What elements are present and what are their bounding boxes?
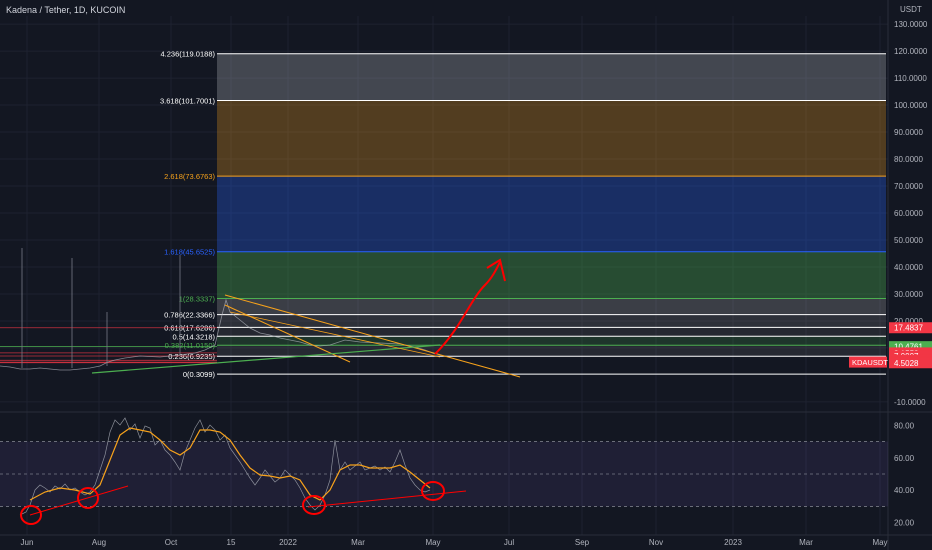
fib-label-0: 4.236(119.0188) <box>161 50 216 59</box>
fib-label-2: 2.618(73.6763) <box>164 172 215 181</box>
fib-zone-9 <box>217 356 886 374</box>
trend-line-orange-1 <box>224 294 521 378</box>
price-tick-13: -10.0000 <box>894 398 926 407</box>
fib-label-1: 3.618(101.7001) <box>160 96 216 105</box>
fib-label-4: 1(28.3337) <box>179 294 216 303</box>
price-badge-bg-1 <box>889 341 932 353</box>
chart-title: Kadena / Tether, 1D, KUCOIN <box>6 5 126 15</box>
price-badge-0: 17.4837 <box>889 322 932 334</box>
rsi-circle-1 <box>20 505 42 525</box>
fib-zone-2 <box>217 176 886 252</box>
price-badge-label-1: 10.4761 <box>894 343 923 352</box>
rsi-tick-1: 60.00 <box>894 454 915 463</box>
rsi-circle-3 <box>302 495 326 515</box>
trend-line-orange-3 <box>229 311 441 358</box>
symbol-badge-bg <box>849 356 887 368</box>
fib-zone-1 <box>217 100 886 177</box>
fib-zone-6 <box>217 327 886 337</box>
price-tick-0: 130.0000 <box>894 20 928 29</box>
rsi-tick-2: 40.00 <box>894 486 915 495</box>
fib-label-3: 1.618(45.6525) <box>164 248 215 257</box>
fib-label-8: 0.382(11.0150) <box>165 341 216 350</box>
time-tick-9: Nov <box>649 538 663 547</box>
price-badge-bg-6 <box>889 357 932 369</box>
time-tick-1: Aug <box>92 538 106 547</box>
time-tick-4: 2022 <box>279 538 297 547</box>
rsi-circle-2 <box>77 487 99 509</box>
price-series <box>0 298 436 371</box>
rsi-tick-3: 20.00 <box>894 519 915 528</box>
fib-zone-0 <box>217 53 886 101</box>
price-tick-6: 70.0000 <box>894 182 923 191</box>
time-tick-12: May <box>872 538 887 547</box>
rsi-trend-line-2 <box>307 490 467 508</box>
price-tick-11: 20.0000 <box>894 317 923 326</box>
fib-zone-4 <box>217 298 886 315</box>
price-badge-label-6: 4.5028 <box>894 359 919 368</box>
fib-label-10: 0(0.3099) <box>183 370 216 379</box>
fib-zone-3 <box>217 251 886 299</box>
price-tick-9: 40.0000 <box>894 263 923 272</box>
time-tick-0: Jun <box>21 538 34 547</box>
rsi-circle-4 <box>421 481 445 501</box>
time-tick-10: 2023 <box>724 538 742 547</box>
time-tick-7: Jul <box>504 538 514 547</box>
trend-line-green <box>91 344 441 374</box>
price-badge-6: 4.5028 <box>889 357 932 369</box>
fib-label-9: 0.236(6.9235) <box>168 352 215 361</box>
time-tick-8: Sep <box>575 538 590 547</box>
price-tick-10: 30.0000 <box>894 290 923 299</box>
price-badge-1: 10.4761 <box>889 341 932 353</box>
price-tick-4: 90.0000 <box>894 128 923 137</box>
time-tick-3: 15 <box>227 538 236 547</box>
price-badge-bg-0 <box>889 322 932 334</box>
time-tick-11: Mar <box>799 538 813 547</box>
price-tick-5: 80.0000 <box>894 155 923 164</box>
time-tick-5: Mar <box>351 538 365 547</box>
time-tick-6: May <box>425 538 440 547</box>
fib-zone-7 <box>217 336 886 346</box>
price-tick-2: 110.0000 <box>894 74 927 83</box>
rsi-ma-series <box>29 427 431 501</box>
price-tick-1: 120.0000 <box>894 47 928 56</box>
symbol-badge-label: KDAUSDT <box>852 358 888 367</box>
fib-label-5: 0.786(22.3366) <box>164 311 215 320</box>
fib-label-7: 0.5(14.3218) <box>172 332 215 341</box>
fib-zone-8 <box>217 345 886 357</box>
price-tick-3: 100.0000 <box>894 101 928 110</box>
price-tick-8: 50.0000 <box>894 236 923 245</box>
price-unit: USDT <box>900 5 922 14</box>
trend-line-orange-2 <box>224 304 351 363</box>
time-tick-2: Oct <box>165 538 178 547</box>
annotation-arrow <box>434 261 501 355</box>
fib-zone-5 <box>217 314 886 328</box>
price-badge-label-0: 17.4837 <box>894 324 923 333</box>
price-tick-7: 60.0000 <box>894 209 923 218</box>
rsi-tick-0: 80.00 <box>894 421 915 430</box>
annotation-arrowhead <box>486 258 506 282</box>
